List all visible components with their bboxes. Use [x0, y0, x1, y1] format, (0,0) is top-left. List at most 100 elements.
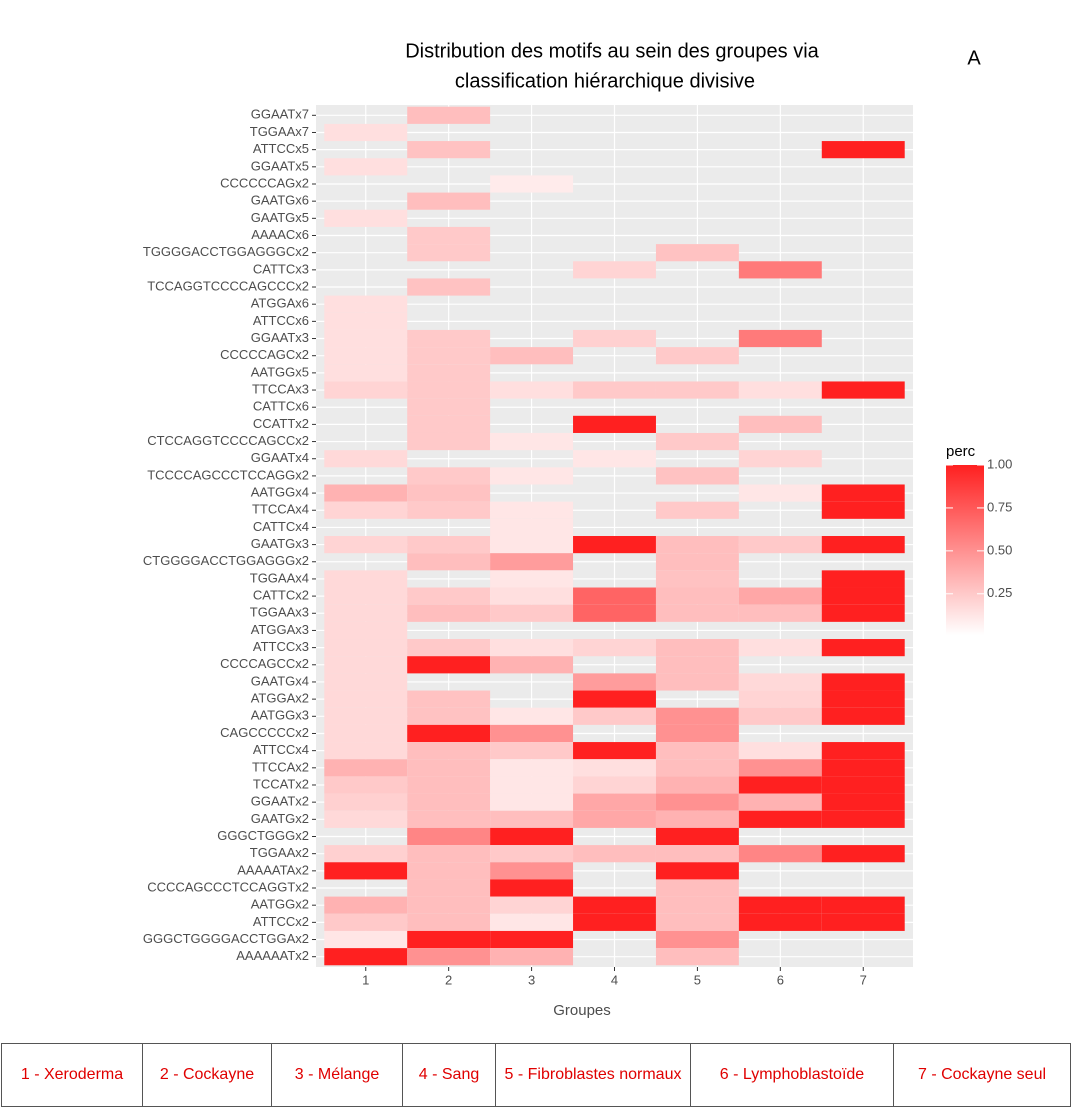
heat-cell	[407, 381, 491, 399]
heat-cell	[655, 553, 739, 571]
heat-cell	[324, 913, 408, 931]
heat-cell	[738, 759, 822, 777]
y-tick-label: CTCCAGGTCCCCAGCCx2	[147, 433, 309, 448]
heat-cell	[407, 913, 491, 931]
heat-cell	[821, 742, 905, 760]
heat-cell	[655, 862, 739, 880]
y-tick-label: GAATGx5	[251, 210, 309, 225]
y-tick-label: CATTCx3	[253, 261, 309, 276]
y-tick-label: ATTCCx2	[253, 914, 309, 929]
heat-cell	[738, 673, 822, 691]
x-tick-label: 5	[694, 972, 701, 987]
heat-cell	[738, 536, 822, 554]
y-tick-label: GAATGx6	[251, 193, 309, 208]
heat-cell	[407, 192, 491, 210]
y-tick-label: TCCATx2	[253, 776, 309, 791]
colorbar	[946, 465, 984, 635]
panel-label: A	[967, 47, 981, 69]
x-tick-label: 4	[611, 972, 618, 987]
heat-cell	[490, 347, 574, 365]
heat-cell	[738, 793, 822, 811]
heat-cell	[324, 501, 408, 519]
y-tick-label: CATTCx2	[253, 588, 309, 603]
group-cell: 5 - Fibroblastes normaux	[495, 1043, 691, 1107]
heat-cell	[407, 484, 491, 502]
heat-cell	[407, 810, 491, 828]
heat-cell	[490, 501, 574, 519]
y-tick-label: CATTCx4	[253, 519, 309, 534]
heat-cell	[490, 175, 574, 193]
heat-cell	[490, 845, 574, 863]
y-tick-label: GGAATx2	[251, 794, 309, 809]
heat-cell	[738, 776, 822, 794]
heat-cell	[490, 536, 574, 554]
heat-cell	[490, 432, 574, 451]
y-tick-label: CATTCx6	[253, 399, 309, 414]
heat-cell	[821, 690, 905, 708]
heat-cell	[655, 896, 739, 914]
heat-cell	[573, 673, 656, 691]
heat-cell	[324, 450, 408, 468]
heat-cell	[407, 656, 491, 674]
heat-cell	[573, 759, 656, 777]
x-axis-label: Groupes	[553, 1002, 611, 1019]
y-tick-label: GGAATx3	[251, 330, 309, 345]
heat-cell	[490, 793, 574, 811]
heat-cell	[490, 810, 574, 828]
colorbar-tick-label: 0.75	[987, 499, 1012, 514]
chart: Distribution des motifs au sein des grou…	[143, 40, 1012, 1019]
heat-cell	[407, 879, 491, 897]
heat-cell	[490, 656, 574, 674]
y-tick-label: ATTCCx3	[253, 639, 309, 654]
heat-cell	[573, 810, 656, 828]
heat-cell	[324, 810, 408, 828]
heat-cell	[407, 896, 491, 914]
heat-cell	[738, 742, 822, 760]
heat-cell	[655, 381, 739, 399]
chart-title: classification hiérarchique divisive	[455, 70, 755, 92]
heat-cell	[324, 776, 408, 794]
heat-cell	[821, 501, 905, 519]
heat-cell	[324, 587, 408, 605]
heat-cell	[407, 604, 491, 622]
y-tick-label: TGGAAx7	[250, 124, 309, 139]
y-tick-label: TCCCCAGCCCTCCAGGx2	[147, 467, 309, 482]
heat-cell	[324, 639, 408, 657]
heat-cell	[407, 501, 491, 519]
heat-cell	[573, 690, 656, 708]
heat-cell	[407, 862, 491, 880]
group-cell: 1 - Xeroderma	[1, 1043, 143, 1107]
heat-cell	[655, 707, 739, 725]
heat-cell	[821, 484, 905, 502]
heat-cell	[324, 759, 408, 777]
chart-title: Distribution des motifs au sein des grou…	[405, 40, 819, 62]
x-tick-label: 7	[860, 972, 867, 987]
heat-cell	[821, 570, 905, 588]
heat-cell	[573, 845, 656, 863]
y-tick-label: TCCAGGTCCCCAGCCCx2	[147, 278, 309, 293]
heat-cell	[324, 621, 408, 640]
heat-cell	[573, 776, 656, 794]
heat-cell	[324, 209, 408, 227]
heat-cell	[655, 656, 739, 674]
heat-cell	[324, 948, 408, 966]
heat-cell	[573, 381, 656, 399]
heat-cell	[821, 536, 905, 554]
heat-cell	[490, 913, 574, 931]
heat-cell	[821, 845, 905, 863]
heat-cell	[324, 295, 408, 313]
heat-cell	[490, 930, 574, 949]
heat-cell	[407, 467, 491, 485]
heat-cell	[324, 347, 408, 365]
group-table: 1 - Xeroderma 2 - Cockayne 3 - Mélange 4 - …	[1, 1043, 1071, 1107]
heat-cell	[324, 381, 408, 399]
heat-cell	[490, 759, 574, 777]
heat-cell	[655, 347, 739, 365]
heat-cell	[407, 141, 491, 159]
heat-cell	[324, 793, 408, 811]
heat-cell	[490, 587, 574, 605]
heat-cell	[407, 724, 491, 743]
heat-cell	[490, 518, 574, 536]
y-tick-label: ATGGAx6	[251, 296, 309, 311]
heat-cell	[821, 639, 905, 657]
